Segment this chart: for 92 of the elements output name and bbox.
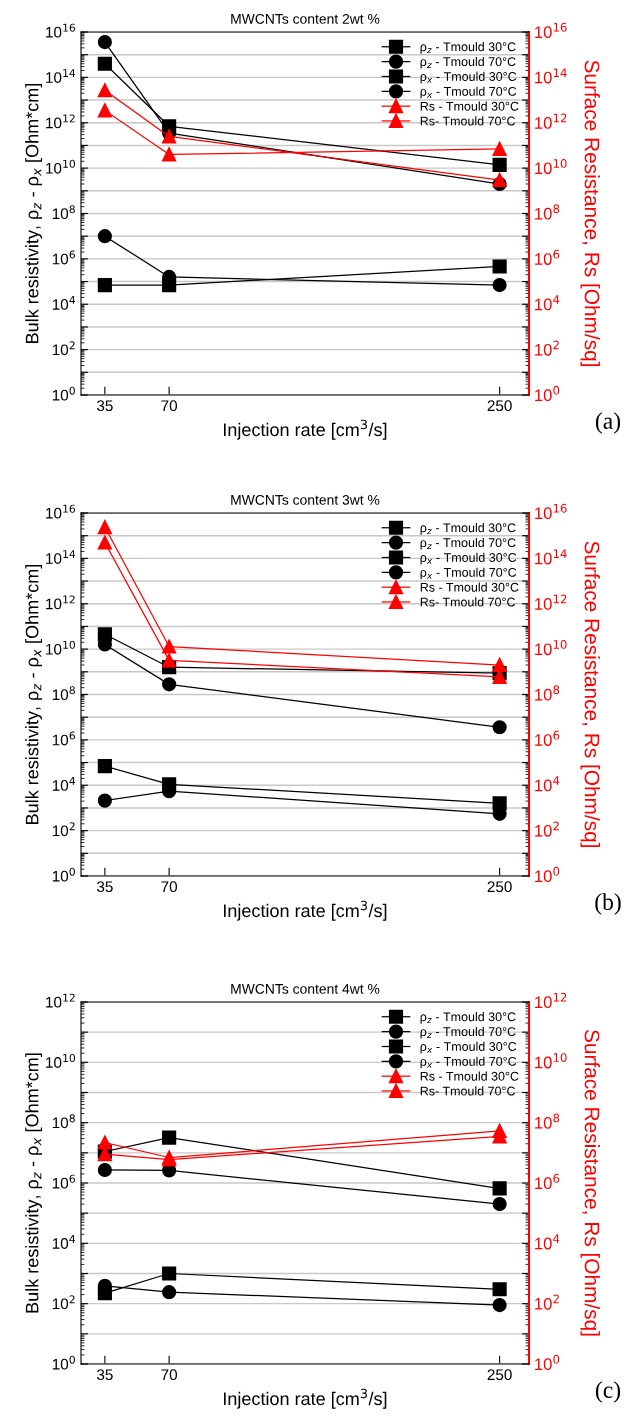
text: 10$^{8}$ [52,205,75,220]
y-tick-label: 10$^{14}$ [535,549,567,565]
y-axis-title: Bulk resistivity, ρ$_{z}$ - ρ$_{x}$ [Ohm*cm] [25,564,43,824]
legend-label: ρ$_{x}$ - Tmould 70°C [420,567,517,580]
text: 10$^{10}$ [46,640,76,655]
y-tick-label: 10$^{6}$ [535,1173,560,1190]
y-tick-label: 10$^{10}$ [535,640,567,656]
x-tick-label: 250 [487,881,512,893]
y-tick-label: 10$^{2}$ [535,1294,559,1310]
y-tick-label: 10$^{12}$ [535,992,567,1009]
text: 10$^{12}$ [46,993,75,1008]
legend-label: ρ$_{z}$ - Tmould 70°C [420,1026,516,1039]
text: 10$^{4}$ [52,1235,76,1249]
legend-label: Rs- Tmould 70°C [420,1086,516,1096]
legend-label: ρ$_{z}$ - Tmould 70°C [420,537,516,550]
y2-axis-title: Surface Resistance, Rs [Ohm/sq] [580,1029,600,1336]
y-tick-label: 10$^{12}$ [535,594,567,610]
y-tick-label: 10$^{4}$ [535,776,560,792]
x-axis-title: Injection rate [cm$^{3}$/s] [223,900,387,921]
y-tick-label: 10$^{2}$ [535,821,559,837]
text: 10$^{12}$ [46,595,75,610]
legend-label: ρ$_{z}$ - Tmould 30°C [420,42,516,54]
legend-label: Rs- Tmould 70°C [420,597,516,607]
legend-label: ρ$_{z}$ - Tmould 30°C [420,1012,516,1024]
x-tick-label: 250 [487,400,512,412]
legend-label: Rs - Tmould 30°C [420,582,519,592]
text: (a) [595,412,621,434]
chart-title: MWCNTs content 4wt % [231,983,380,994]
text: 10$^{8}$ [52,686,75,701]
y-axis-title: Bulk resistivity, ρ$_{z}$ - ρ$_{x}$ [Ohm*cm] [25,1053,43,1313]
legend-label: ρ$_{x}$ - Tmould 30°C [420,71,517,84]
text: (b) [595,893,621,915]
y-tick-label: 10$^{0}$ [535,385,560,402]
text: 10$^{4}$ [52,296,76,310]
y-tick-label: 10$^{0}$ [535,1354,560,1371]
y-tick-label: 10$^{12}$ [535,113,567,129]
x-axis-title: Injection rate [cm$^{3}$/s] [223,1388,387,1409]
legend-label: Rs - Tmould 30°C [420,101,519,111]
y-tick-label: 10$^{4}$ [535,1234,560,1250]
text: 10$^{2}$ [52,822,75,837]
legend-label: ρ$_{x}$ - Tmould 70°C [420,1056,517,1069]
text: 10$^{2}$ [52,341,75,356]
legend-label: Rs - Tmould 30°C [420,1071,519,1081]
y-tick-label: 10$^{2}$ [535,340,559,356]
y-axis-title: Bulk resistivity, ρ$_{z}$ - ρ$_{x}$ [Ohm*cm] [25,83,43,343]
y-tick-label: 10$^{6}$ [535,730,560,746]
y-tick-label: 10$^{8}$ [535,1113,560,1129]
chart-title: MWCNTs content 2wt % [231,13,380,24]
y-tick-label: 10$^{8}$ [535,685,560,701]
text: 10$^{12}$ [46,114,75,129]
x-tick-label: 35 [96,881,113,893]
x-tick-label: 70 [161,400,178,412]
y-tick-label: 10$^{10}$ [535,159,567,175]
y-tick-label: 10$^{14}$ [535,68,567,84]
y-tick-label: 10$^{4}$ [535,295,560,311]
legend-label: ρ$_{x}$ - Tmould 30°C [420,1041,517,1054]
text: 10$^{8}$ [52,1114,75,1129]
text: 10$^{6}$ [52,731,75,746]
x-axis-title: Injection rate [cm$^{3}$/s] [223,419,387,440]
text: 10$^{4}$ [52,777,76,791]
text: (c) [595,1381,621,1403]
text: 10$^{6}$ [52,250,75,265]
y-tick-label: 10$^{10}$ [535,1053,567,1069]
text: 10$^{0}$ [52,867,75,882]
y-tick-label: 10$^{8}$ [535,204,560,220]
legend-label: Rs- Tmould 70°C [420,116,516,126]
text: 10$^{0}$ [52,386,75,401]
x-tick-label: 35 [96,400,113,412]
text: 10$^{6}$ [52,1174,75,1189]
legend-label: ρ$_{z}$ - Tmould 70°C [420,56,516,69]
x-tick-label: 250 [487,1369,512,1381]
chart-title: MWCNTs content 3wt % [231,494,380,505]
x-tick-label: 70 [161,881,178,893]
text: 10$^{2}$ [52,1295,75,1310]
x-tick-label: 35 [96,1369,113,1381]
y-tick-label: 10$^{0}$ [535,866,560,883]
text: 10$^{10}$ [46,159,76,174]
text: 10$^{16}$ [46,504,76,519]
legend-label: ρ$_{z}$ - Tmould 30°C [420,523,516,535]
y-tick-label: 10$^{16}$ [535,22,567,39]
text: 10$^{16}$ [46,23,76,38]
text: 10$^{14}$ [46,550,76,564]
y-tick-label: 10$^{16}$ [535,503,567,520]
text: 10$^{10}$ [46,1053,76,1068]
y2-axis-title: Surface Resistance, Rs [Ohm/sq] [580,60,600,367]
legend-label: ρ$_{x}$ - Tmould 70°C [420,86,517,99]
legend-label: ρ$_{x}$ - Tmould 30°C [420,552,517,565]
text: 10$^{0}$ [52,1355,75,1370]
y-tick-label: 10$^{6}$ [535,249,560,265]
text: 10$^{14}$ [46,69,76,83]
x-tick-label: 70 [161,1369,178,1381]
y2-axis-title: Surface Resistance, Rs [Ohm/sq] [580,541,600,848]
